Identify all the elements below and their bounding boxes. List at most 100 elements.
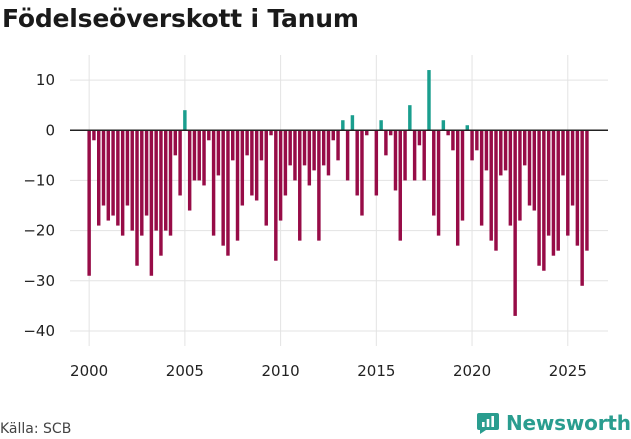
bar xyxy=(441,120,446,131)
bar xyxy=(388,130,393,136)
bar xyxy=(561,130,565,176)
bar xyxy=(436,130,441,236)
bar xyxy=(393,130,398,191)
bar xyxy=(216,130,221,176)
bar xyxy=(278,130,283,221)
bar xyxy=(465,125,469,131)
bar xyxy=(527,130,532,206)
bar xyxy=(522,130,527,166)
newsworthy-brand[interactable]: Newsworthy xyxy=(476,408,631,438)
bar xyxy=(518,130,522,221)
bar xyxy=(365,130,369,136)
bar xyxy=(97,130,101,226)
bar xyxy=(293,130,297,181)
y-tick-label: 0 xyxy=(45,121,55,139)
bar xyxy=(570,130,575,206)
bar xyxy=(307,130,312,186)
bar xyxy=(484,130,489,171)
bar xyxy=(178,130,182,196)
chart-title: Födelseöverskott i Tanum xyxy=(2,4,359,33)
x-tick-label: 2025 xyxy=(549,362,587,380)
bar xyxy=(125,130,130,206)
bar xyxy=(235,130,240,241)
bar xyxy=(403,130,407,181)
bar xyxy=(187,130,192,211)
bar xyxy=(551,130,556,256)
bar xyxy=(417,130,422,146)
bar xyxy=(283,130,288,196)
bar xyxy=(345,130,350,181)
bar xyxy=(479,130,484,226)
bar xyxy=(412,130,417,181)
bar xyxy=(532,130,537,211)
y-tick-label: −30 xyxy=(23,272,55,290)
bar xyxy=(116,130,120,226)
bar xyxy=(566,130,570,236)
bar xyxy=(398,130,402,241)
bar xyxy=(231,130,235,161)
bar xyxy=(250,130,254,196)
bar xyxy=(503,130,508,171)
bar xyxy=(245,130,249,156)
bar xyxy=(183,110,187,131)
bar xyxy=(336,130,340,161)
bar xyxy=(92,130,96,141)
bar xyxy=(321,130,326,166)
y-tick-label: −40 xyxy=(23,322,55,340)
bar xyxy=(226,130,230,256)
bar xyxy=(120,130,125,236)
bar xyxy=(312,130,316,171)
bar xyxy=(489,130,493,241)
bar xyxy=(360,130,364,216)
bar xyxy=(140,130,144,236)
bar xyxy=(254,130,259,201)
brand-name: Newsworthy xyxy=(506,411,631,435)
bar xyxy=(556,130,560,251)
bar xyxy=(197,130,201,181)
bar xyxy=(159,130,163,256)
bar xyxy=(288,130,292,166)
bar xyxy=(202,130,206,186)
bar xyxy=(455,130,460,246)
bar xyxy=(475,130,479,151)
bar xyxy=(259,130,264,161)
x-tick-label: 2005 xyxy=(166,362,204,380)
bar xyxy=(87,130,91,276)
x-tick-label: 2000 xyxy=(70,362,108,380)
bar xyxy=(408,105,412,131)
bar xyxy=(302,130,307,166)
bar xyxy=(508,130,513,226)
bar xyxy=(580,130,584,286)
bar xyxy=(211,130,216,236)
bar xyxy=(446,130,450,136)
bar xyxy=(341,120,345,131)
bar xyxy=(499,130,503,176)
bar xyxy=(585,130,589,251)
bar xyxy=(546,130,551,236)
bar xyxy=(149,130,154,276)
bar xyxy=(460,130,465,221)
bar xyxy=(240,130,245,206)
bar xyxy=(192,130,197,181)
bar xyxy=(379,120,383,131)
bar xyxy=(173,130,178,156)
bar xyxy=(298,130,302,241)
newsworthy-logo-icon xyxy=(477,413,499,434)
bar xyxy=(317,130,321,241)
y-tick-label: −20 xyxy=(23,222,55,240)
bar xyxy=(494,130,498,251)
bar xyxy=(264,130,268,226)
bar xyxy=(427,70,431,131)
bar xyxy=(168,130,173,236)
source-label: Källa: SCB xyxy=(0,421,72,437)
bar xyxy=(326,130,331,176)
bar xyxy=(274,130,278,261)
bar xyxy=(331,130,335,141)
bar xyxy=(537,130,541,266)
x-tick-label: 2010 xyxy=(262,362,300,380)
bar xyxy=(575,130,580,246)
bar xyxy=(470,130,474,161)
bar xyxy=(432,130,436,216)
y-tick-label: 10 xyxy=(36,71,55,89)
bar xyxy=(135,130,139,266)
